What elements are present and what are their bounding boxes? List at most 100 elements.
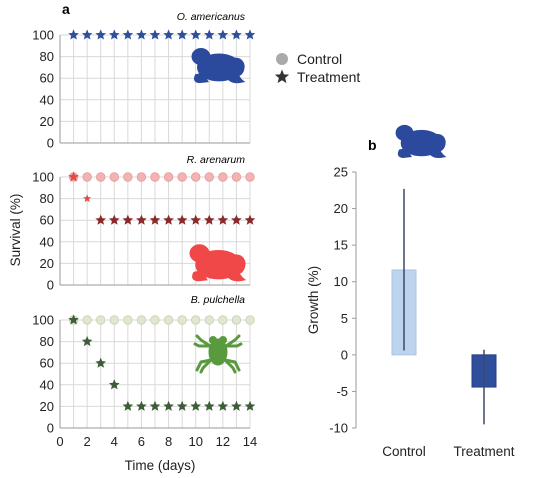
x-tick-label: 10 bbox=[188, 434, 202, 449]
growth-axis-label: Growth (%) bbox=[306, 266, 321, 334]
treatment-point bbox=[231, 214, 242, 225]
x-tick-label: 6 bbox=[138, 434, 145, 449]
species-title-r-arenarum: R. arenarum bbox=[187, 154, 246, 166]
bar-y-tick-label: 0 bbox=[341, 347, 348, 362]
control-point bbox=[218, 315, 228, 325]
control-point bbox=[150, 315, 160, 325]
tree-frog-icon-green bbox=[193, 334, 243, 374]
x-tick-label: 14 bbox=[243, 434, 257, 449]
treatment-point bbox=[176, 400, 188, 411]
treatment-point bbox=[68, 29, 79, 40]
control-point bbox=[204, 172, 214, 182]
x-tick-label: 12 bbox=[216, 434, 230, 449]
treatment-point bbox=[190, 214, 202, 225]
y-tick-label: 20 bbox=[40, 256, 54, 271]
control-point bbox=[177, 315, 187, 325]
bar-category-label: Treatment bbox=[453, 444, 514, 459]
panel-b-pulchella: 0 20 40 60 80 100 0 2 4 6 8 10 12 14 bbox=[32, 313, 257, 450]
treatment-point bbox=[203, 214, 215, 225]
treatment-point bbox=[149, 214, 161, 225]
treatment-point bbox=[163, 29, 174, 40]
bar-y-tick-label: 5 bbox=[341, 311, 348, 326]
y-tick-label: 0 bbox=[47, 136, 54, 151]
treatment-point bbox=[122, 29, 134, 40]
treatment-point bbox=[68, 314, 79, 325]
treatment-point bbox=[163, 214, 174, 225]
control-point bbox=[109, 172, 119, 182]
treatment-point bbox=[81, 29, 93, 40]
control-point bbox=[231, 315, 242, 325]
treatment-point bbox=[149, 400, 161, 411]
treatment-point bbox=[95, 357, 107, 368]
treatment-point bbox=[122, 214, 134, 225]
treatment-point bbox=[95, 29, 107, 40]
growth-bar-chart: -10 -5 0 5 10 15 20 25 Control Treatment bbox=[329, 165, 515, 460]
treatment-point bbox=[95, 214, 107, 225]
treatment-point bbox=[217, 29, 229, 40]
treatment-point bbox=[231, 29, 242, 40]
panel-label-b: b bbox=[368, 137, 377, 153]
x-tick-label: 0 bbox=[56, 434, 63, 449]
treatment-point bbox=[83, 194, 92, 202]
y-tick-label: 40 bbox=[40, 377, 54, 392]
y-tick-label: 60 bbox=[40, 71, 54, 86]
toad-icon-blue-small bbox=[395, 124, 446, 159]
y-tick-label: 20 bbox=[40, 114, 54, 129]
x-tick-label: 8 bbox=[165, 434, 172, 449]
y-tick-label: 60 bbox=[40, 213, 54, 228]
y-tick-label: 20 bbox=[40, 399, 54, 414]
y-tick-label: 0 bbox=[47, 278, 54, 293]
control-point bbox=[191, 315, 201, 325]
control-point bbox=[245, 315, 255, 325]
treatment-point bbox=[203, 400, 215, 411]
bar-y-tick-label: -10 bbox=[329, 421, 348, 436]
treatment-point bbox=[81, 336, 93, 347]
legend: Control Treatment bbox=[274, 51, 360, 85]
treatment-point bbox=[136, 400, 147, 411]
legend-treatment-marker bbox=[274, 69, 290, 84]
panel-label-a: a bbox=[62, 1, 70, 17]
control-point bbox=[82, 172, 92, 182]
bar-y-tick-label: 25 bbox=[334, 165, 348, 180]
y-tick-label: 40 bbox=[40, 92, 54, 107]
y-tick-label: 100 bbox=[32, 313, 54, 328]
x-tick-label: 4 bbox=[111, 434, 118, 449]
bar-y-tick-label: 20 bbox=[334, 201, 348, 216]
treatment-point bbox=[108, 29, 120, 40]
treatment-point bbox=[176, 29, 188, 40]
legend-control-label: Control bbox=[297, 51, 342, 67]
legend-treatment-label: Treatment bbox=[297, 69, 360, 85]
control-point bbox=[150, 172, 160, 182]
control-point bbox=[163, 172, 174, 182]
y-tick-label: 60 bbox=[40, 356, 54, 371]
treatment-point bbox=[203, 29, 215, 40]
treatment-point bbox=[136, 214, 147, 225]
species-title-o-americanus: O. americanus bbox=[177, 11, 246, 23]
legend-control-marker bbox=[276, 53, 288, 65]
bar-y-tick-label: 10 bbox=[334, 274, 348, 289]
y-tick-label: 40 bbox=[40, 234, 54, 249]
control-point bbox=[82, 315, 92, 325]
treatment-point bbox=[217, 400, 229, 411]
species-title-b-pulchella: B. pulchella bbox=[191, 294, 245, 306]
control-point bbox=[191, 172, 201, 182]
control-point bbox=[123, 315, 133, 325]
control-point bbox=[123, 172, 133, 182]
y-tick-label: 80 bbox=[40, 49, 54, 64]
panel-o-americanus: 0 20 40 60 80 100 bbox=[32, 28, 256, 151]
treatment-point bbox=[190, 400, 202, 411]
bar-y-tick-label: -5 bbox=[336, 384, 348, 399]
treatment-point bbox=[136, 29, 147, 40]
y-tick-label: 0 bbox=[47, 421, 54, 436]
control-point bbox=[231, 172, 242, 182]
treatment-point bbox=[149, 29, 161, 40]
control-point bbox=[177, 172, 187, 182]
control-point bbox=[136, 172, 147, 182]
bar-category-label: Control bbox=[382, 444, 426, 459]
control-point bbox=[109, 315, 119, 325]
control-point bbox=[218, 172, 228, 182]
survival-axis-label: Survival (%) bbox=[8, 194, 23, 267]
y-tick-label: 100 bbox=[32, 170, 54, 185]
treatment-point bbox=[122, 400, 134, 411]
